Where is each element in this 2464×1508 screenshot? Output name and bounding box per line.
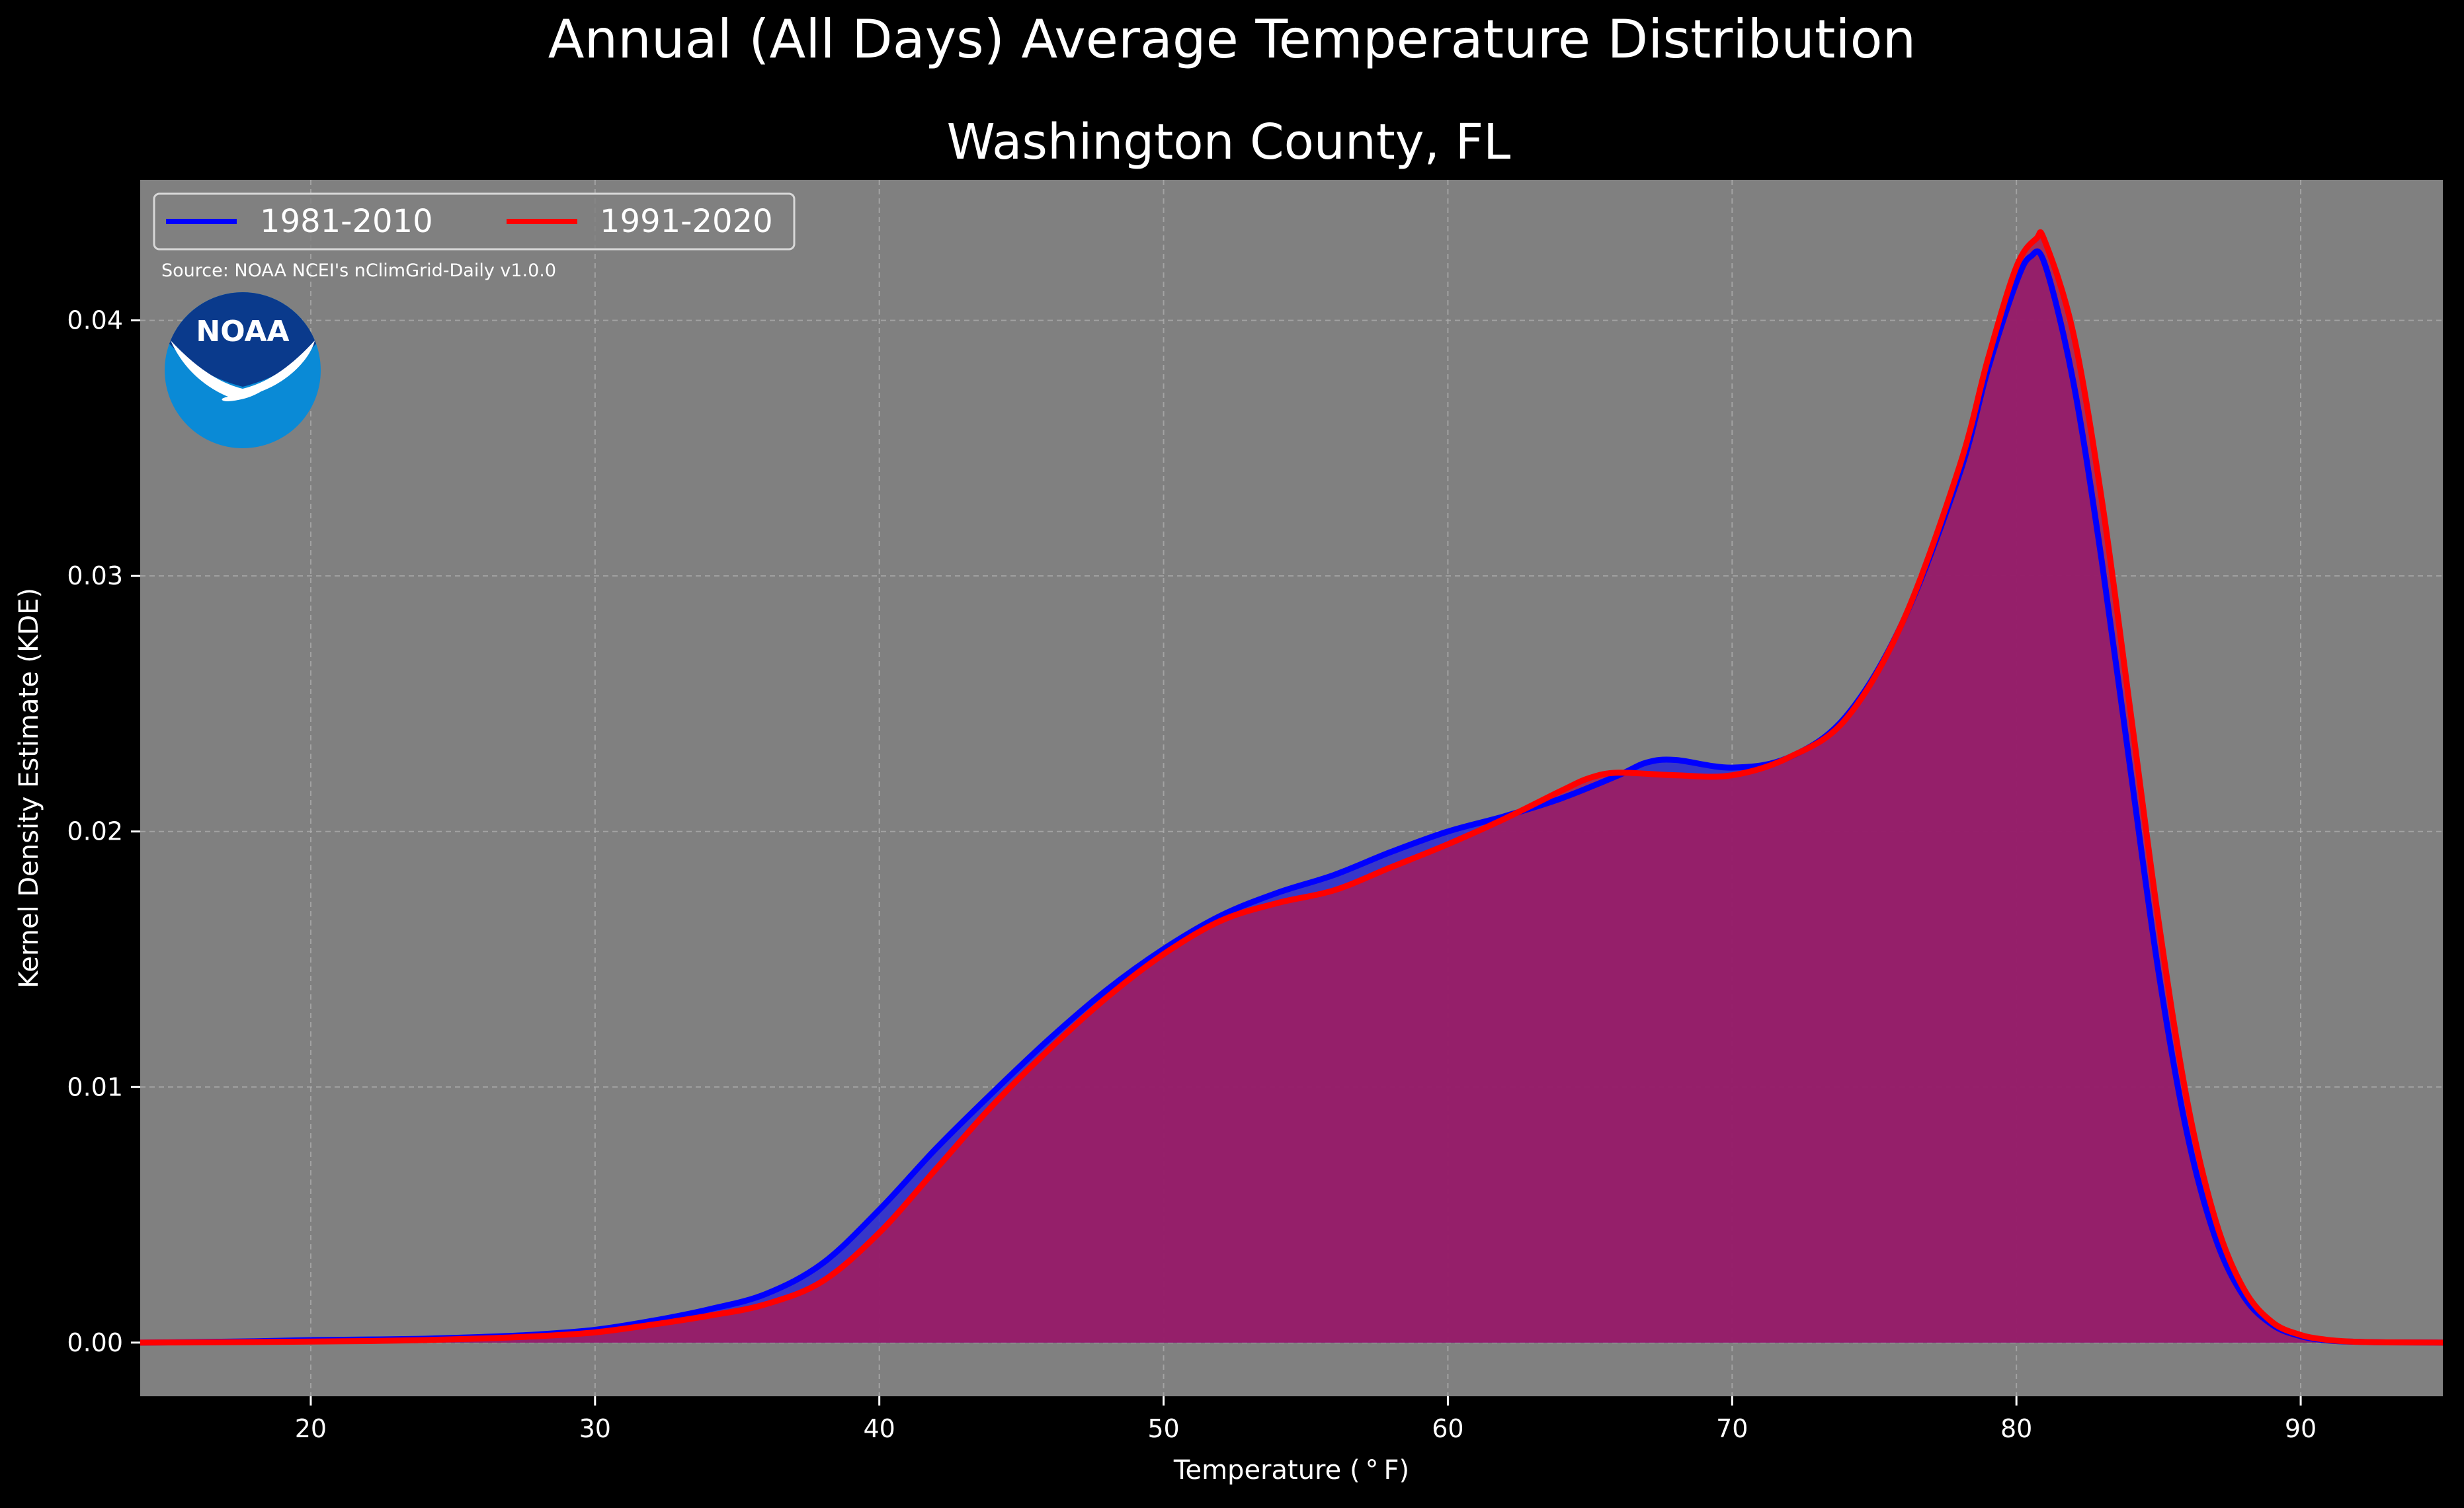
x-tick-label: 90 (2285, 1414, 2317, 1443)
x-tick-label: 50 (1147, 1414, 1179, 1443)
x-tick-label: 70 (1716, 1414, 1748, 1443)
x-tick-label: 30 (579, 1414, 611, 1443)
noaa-logo: NOAA (165, 292, 321, 448)
y-tick-label: 0.00 (67, 1328, 123, 1357)
y-axis-label: Kernel Density Estimate (KDE) (14, 588, 44, 988)
chart-title: Annual (All Days) Average Temperature Di… (548, 9, 1916, 70)
series-1991-2020-line (140, 229, 2443, 1346)
x-tick-label: 60 (1432, 1414, 1463, 1443)
plot-series-group (140, 229, 2443, 1346)
y-axis-ticks: 0.00 0.01 0.02 0.03 0.04 (67, 306, 140, 1357)
noaa-logo-bird (171, 340, 315, 401)
y-tick-label: 0.01 (67, 1072, 123, 1101)
noaa-logo-text: NOAA (196, 315, 289, 348)
legend-box (153, 192, 796, 251)
source-text: Source: NOAA NCEI's nClimGrid-Daily v1.0… (161, 260, 556, 281)
legend: 1981-2010 1991-2020 (153, 192, 796, 251)
series-1991-2020-fill (140, 232, 2443, 1343)
legend-label-1991-2020: 1991-2020 (600, 203, 773, 240)
x-axis-ticks: 20 30 40 50 60 70 80 90 (295, 1396, 2317, 1443)
x-tick-label: 40 (863, 1414, 895, 1443)
legend-label-1981-2010: 1981-2010 (260, 203, 433, 240)
x-axis-label: Temperature ( ° F) (1173, 1455, 1409, 1486)
noaa-logo-top (169, 292, 316, 387)
y-tick-label: 0.04 (67, 306, 123, 335)
x-tick-label: 20 (295, 1414, 327, 1443)
y-tick-label: 0.03 (67, 561, 123, 590)
y-tick-label: 0.02 (67, 817, 123, 846)
x-tick-label: 80 (2000, 1414, 2032, 1443)
chart-subtitle: Washington County, FL (947, 114, 1511, 171)
